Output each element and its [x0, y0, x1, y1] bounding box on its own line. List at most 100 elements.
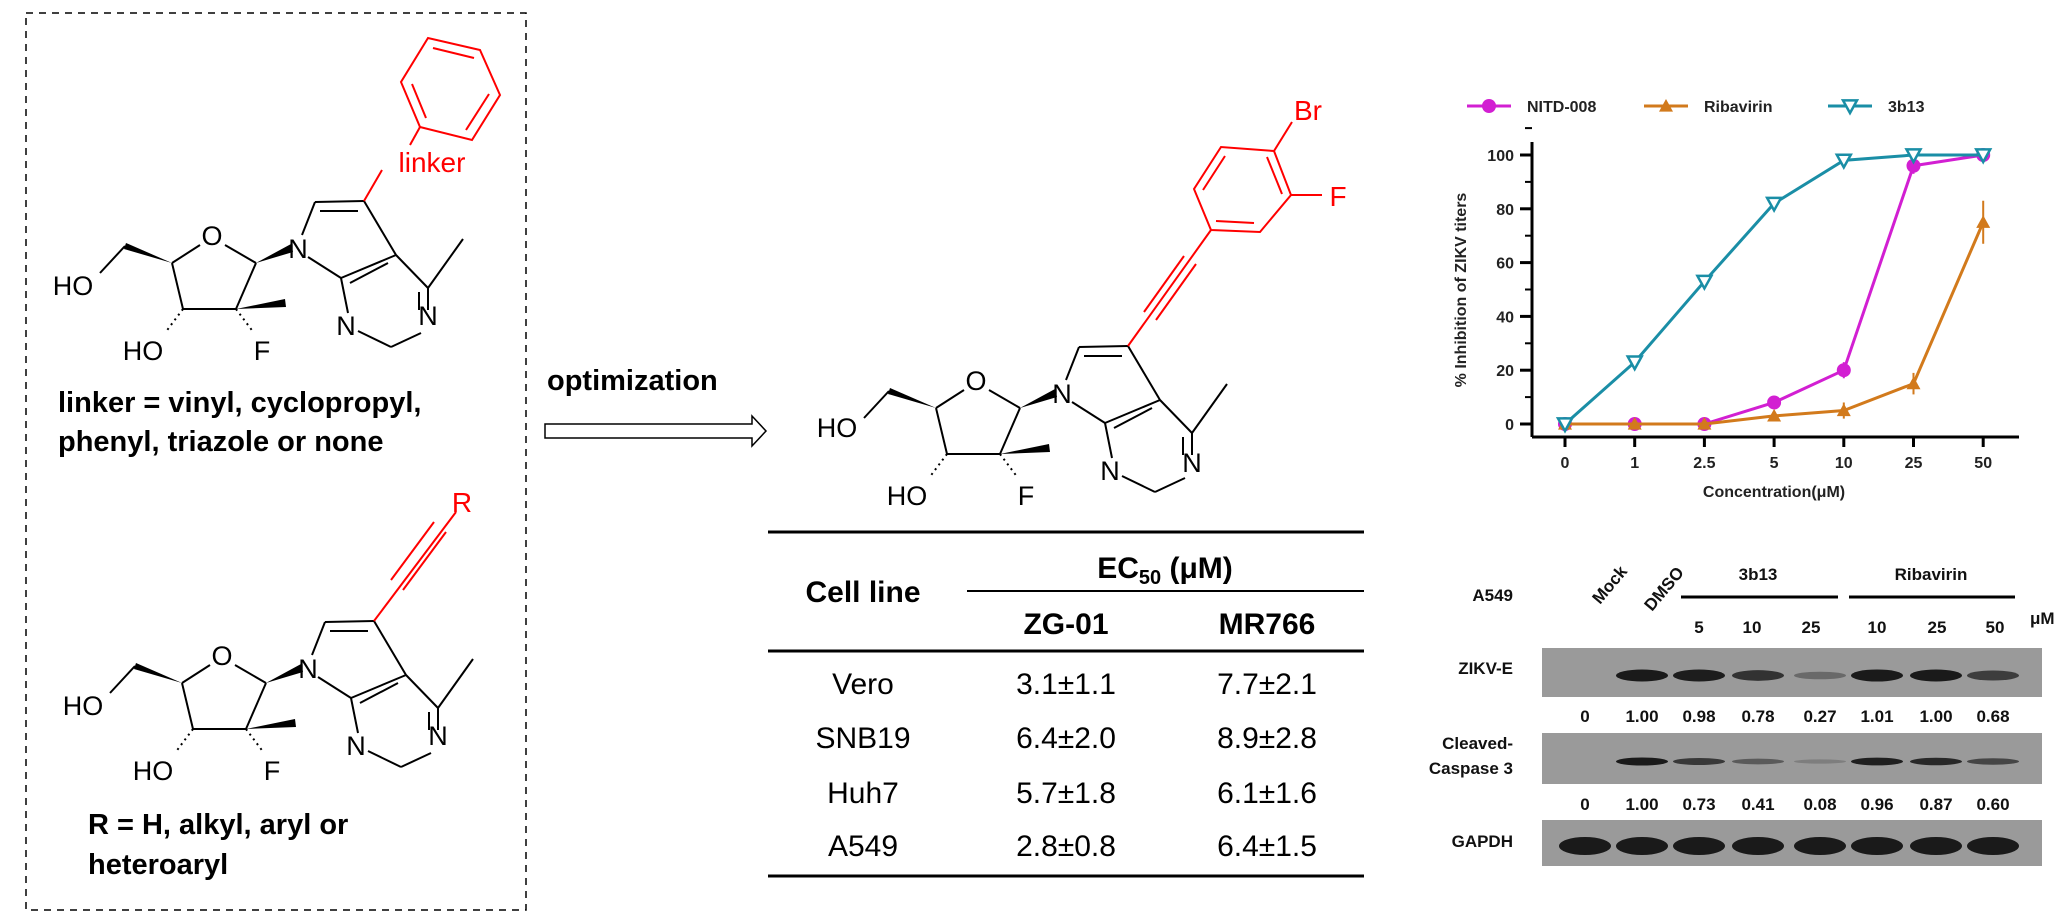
- band-quantification: 0.73: [1682, 795, 1715, 814]
- band-quantification: 0.27: [1803, 707, 1836, 726]
- y-tick-label: 20: [1496, 363, 1514, 380]
- ec50-zg01: 2.8±0.8: [1016, 830, 1116, 863]
- ec50-mr766: 6.1±1.6: [1217, 777, 1317, 810]
- data-point: [1976, 215, 1991, 228]
- band-quantification: 0.78: [1741, 707, 1774, 726]
- ec50-table: Cell line EC50 (μM) ZG-01 MR766 Vero 3.1…: [768, 530, 1364, 878]
- header-ec50: EC50 (μM): [1097, 552, 1233, 589]
- protein-band: [1673, 837, 1725, 855]
- linker-definition-line-2: phenyl, triazole or none: [58, 426, 384, 458]
- data-point: [1834, 153, 1853, 170]
- protein-band: [1616, 669, 1668, 682]
- protein-band: [1967, 837, 2019, 855]
- lane-label-dmso: DMSO: [1641, 563, 1688, 614]
- header-zg01: ZG-01: [1023, 608, 1108, 641]
- legend-label: NITD-008: [1527, 99, 1596, 116]
- protein-band: [1616, 757, 1668, 766]
- data-point: [1695, 274, 1714, 292]
- band-quantification: 0.96: [1860, 795, 1893, 814]
- legend-marker-icon: [1482, 99, 1496, 113]
- chart-legend: NITD-008 Ribavirin 3b13: [1467, 99, 1925, 116]
- atom-n: N: [1182, 448, 1202, 478]
- row-label-caspase-3: Caspase 3: [1429, 759, 1513, 778]
- header-cell-line: Cell line: [805, 576, 920, 609]
- cell-line: Huh7: [827, 777, 899, 810]
- optimization-label: optimization: [547, 365, 718, 397]
- band-quantification: 1.01: [1860, 707, 1893, 726]
- table-row: Vero 3.1±1.1 7.7±2.1: [832, 668, 1317, 701]
- band-quantification: 0: [1580, 795, 1589, 814]
- blot-strip: [1542, 820, 2042, 866]
- alkyne: [1127, 229, 1212, 347]
- atom-n: N: [428, 721, 448, 751]
- dose-label: 50: [1986, 618, 2005, 637]
- western-blot: A549 Mock DMSO 3b13 Ribavirin 5 10 25 10…: [1429, 562, 2055, 866]
- x-tick-label: 5: [1770, 455, 1779, 472]
- x-tick-label: 25: [1905, 455, 1923, 472]
- row-label-cleaved: Cleaved-: [1442, 734, 1513, 753]
- band-quantification: 0.98: [1682, 707, 1715, 726]
- protein-band: [1732, 837, 1784, 855]
- group-label-3b13: 3b13: [1739, 565, 1778, 584]
- dose-label: 5: [1694, 618, 1703, 637]
- x-tick-label: 50: [1974, 455, 1992, 472]
- blot-strip: 0 1.00 0.98 0.78 0.27 1.01 1.00 0.68: [1542, 648, 2042, 726]
- table-row: Huh7 5.7±1.8 6.1±1.6: [827, 777, 1317, 810]
- y-axis-label: % Inhibition of ZIKV titers: [1453, 193, 1470, 388]
- atom-ho: HO: [63, 691, 104, 721]
- blot-background: [1542, 733, 2042, 784]
- dose-label: 25: [1928, 618, 1947, 637]
- hollow-arrow-icon: [544, 414, 768, 448]
- table-row: A549 2.8±0.8 6.4±1.5: [828, 830, 1317, 863]
- protein-band: [1673, 669, 1725, 682]
- y-tick-label: 0: [1505, 417, 1514, 434]
- series-line: [1565, 153, 1984, 426]
- legend-label: Ribavirin: [1704, 99, 1772, 116]
- series-ribavirin: [1558, 200, 1991, 430]
- atom-ho: HO: [123, 336, 164, 366]
- data-point: [1627, 417, 1642, 430]
- aryl-ring: [1192, 121, 1322, 234]
- data-point: [1836, 403, 1851, 417]
- band-quantification: 0.68: [1976, 707, 2009, 726]
- atom-ho: HO: [53, 271, 94, 301]
- alkyne: [373, 511, 457, 622]
- r-group-label: R: [452, 487, 472, 518]
- protein-band: [1732, 758, 1784, 765]
- band-quantification: 1.00: [1625, 707, 1658, 726]
- data-point: [1836, 363, 1851, 378]
- protein-band: [1851, 757, 1903, 766]
- y-tick-label: 40: [1496, 309, 1514, 326]
- data-point: [1906, 158, 1921, 173]
- row-label-zikv-e: ZIKV-E: [1458, 659, 1513, 678]
- atom-o: O: [965, 366, 986, 396]
- data-point: [1555, 417, 1575, 434]
- optimized-compound-structure: O HO HO F N N N Br F: [817, 95, 1347, 511]
- atom-n: N: [346, 731, 366, 761]
- atom-ho: HO: [133, 756, 174, 786]
- ec50-zg01: 5.7±1.8: [1016, 777, 1116, 810]
- dashed-box: [25, 12, 527, 911]
- atom-n: N: [336, 311, 356, 341]
- band-quantification: 1.00: [1919, 707, 1952, 726]
- x-axis-label: Concentration(μM): [1703, 484, 1845, 501]
- protein-band: [1616, 837, 1668, 855]
- dose-label: 10: [1743, 618, 1762, 637]
- cell-line: A549: [828, 830, 898, 863]
- x-tick-label: 0: [1561, 455, 1570, 472]
- unit-label: μM: [2030, 609, 2055, 628]
- series-nitd-008: [1558, 148, 1991, 431]
- protein-band: [1967, 670, 2019, 681]
- band-quantification: 0.08: [1803, 795, 1836, 814]
- data-point: [1625, 355, 1644, 372]
- protein-band: [1794, 837, 1846, 855]
- table-row: SNB19 6.4±2.0 8.9±2.8: [815, 722, 1316, 755]
- protein-band: [1794, 671, 1846, 680]
- data-point: [1767, 408, 1782, 422]
- cell-line-label: A549: [1472, 586, 1513, 605]
- blot-background: [1542, 648, 2042, 697]
- ec50-zg01: 6.4±2.0: [1016, 722, 1116, 755]
- x-tick-label: 1: [1630, 455, 1639, 472]
- protein-band: [1673, 758, 1725, 765]
